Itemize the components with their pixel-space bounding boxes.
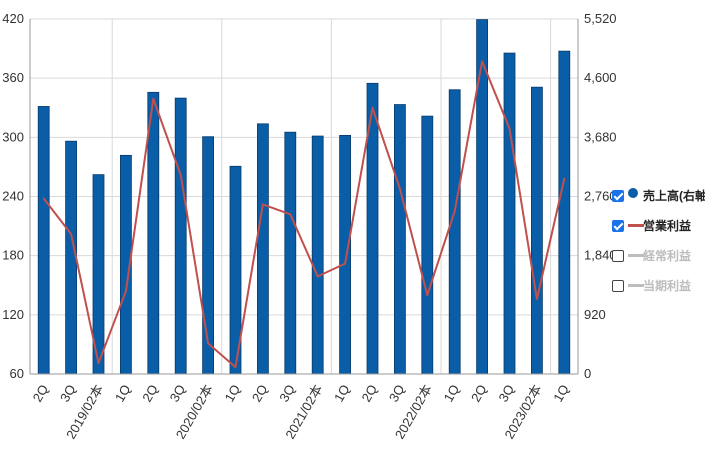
line-point [152, 97, 155, 100]
bar [311, 135, 324, 375]
bar [256, 123, 269, 375]
grid-lines [30, 18, 578, 375]
right-tick-label: 920 [584, 307, 606, 322]
left-axis-ticks: 60 120 180 240 300 360 420 [2, 11, 24, 381]
x-tick-label: 3Q [57, 382, 79, 405]
line-point [453, 210, 456, 213]
line-point [42, 197, 45, 200]
x-tick-label: 1Q [112, 382, 134, 405]
line-point [70, 232, 73, 235]
x-tick-label: 1Q [550, 382, 572, 405]
left-tick-label: 420 [2, 11, 24, 26]
line-marker-icon [628, 224, 644, 227]
legend-item-sales[interactable]: 売上高(右軸) [612, 186, 705, 216]
right-tick-label: 3,680 [584, 129, 617, 144]
legend-label: 営業利益 [643, 219, 692, 233]
line-point [289, 213, 292, 216]
bar [448, 89, 461, 375]
x-tick-label: 2Q [249, 382, 271, 405]
bar [393, 104, 406, 375]
line-point [261, 203, 264, 206]
dot-marker-icon [628, 188, 638, 198]
left-tick-label: 300 [2, 129, 24, 144]
left-tick-label: 240 [2, 189, 24, 204]
x-tick-label: 2Q [468, 382, 490, 405]
line-point [563, 177, 566, 180]
line-point [179, 173, 182, 176]
bar [147, 91, 160, 375]
x-tick-label: 3Q [167, 382, 189, 405]
bar [421, 115, 434, 375]
legend-label: 経常利益 [643, 249, 692, 263]
legend: 売上高(右軸) 営業利益 経常利益 当期利益 [612, 186, 705, 306]
checkbox-icon[interactable] [612, 220, 624, 232]
left-tick-label: 120 [2, 307, 24, 322]
line-point [344, 262, 347, 265]
line-point [316, 275, 319, 278]
bar [174, 97, 187, 375]
line-point [398, 187, 401, 190]
right-tick-label: 5,520 [584, 11, 617, 26]
checkbox-icon[interactable] [612, 250, 624, 262]
x-tick-label: 2Q [30, 382, 52, 405]
x-tick-label: 2Q [358, 382, 380, 405]
x-tick-label: 3Q [276, 382, 298, 405]
bar [65, 140, 77, 375]
x-tick-label: 1Q [441, 382, 463, 405]
bar [37, 106, 50, 375]
bar [503, 52, 516, 375]
line-point [535, 298, 538, 301]
bar [284, 131, 297, 375]
x-tick-label: 1Q [331, 382, 353, 405]
left-tick-label: 180 [2, 248, 24, 263]
line-point [481, 60, 484, 63]
line-point [207, 342, 210, 345]
line-point [508, 127, 511, 130]
legend-label: 売上高(右軸) [643, 189, 705, 203]
legend-item-ordinary-profit[interactable]: 経常利益 [612, 246, 704, 276]
bar [558, 50, 571, 375]
x-tick-label: 2Q [139, 382, 161, 405]
right-tick-label: 4,600 [584, 70, 617, 85]
line-point [234, 366, 237, 369]
line-point [124, 290, 127, 293]
line-point [426, 294, 429, 297]
x-tick-label: 1Q [221, 382, 243, 405]
bar [339, 135, 352, 375]
checkbox-icon[interactable] [612, 190, 624, 202]
legend-label: 当期利益 [643, 279, 692, 293]
line-marker-icon [628, 284, 644, 287]
line-marker-icon [628, 254, 644, 257]
line-point [97, 362, 100, 365]
right-axis-ticks: 0 920 1,840 2,760 3,680 4,600 5,520 [584, 11, 617, 381]
legend-item-operating-profit[interactable]: 営業利益 [612, 216, 704, 246]
right-tick-label: 2,760 [584, 189, 617, 204]
left-tick-label: 360 [2, 70, 24, 85]
x-tick-label: 3Q [495, 382, 517, 405]
bar [531, 86, 543, 375]
legend-item-net-profit[interactable]: 当期利益 [612, 276, 704, 306]
left-tick-label: 60 [10, 366, 24, 381]
right-tick-label: 0 [584, 366, 591, 381]
line-point [371, 106, 374, 109]
x-tick-label: 3Q [386, 382, 408, 405]
line-series [42, 60, 566, 369]
line-path [42, 60, 566, 369]
checkbox-icon[interactable] [612, 280, 624, 292]
axes [29, 19, 579, 375]
bar-series [37, 19, 571, 375]
right-tick-label: 1,840 [584, 248, 617, 263]
